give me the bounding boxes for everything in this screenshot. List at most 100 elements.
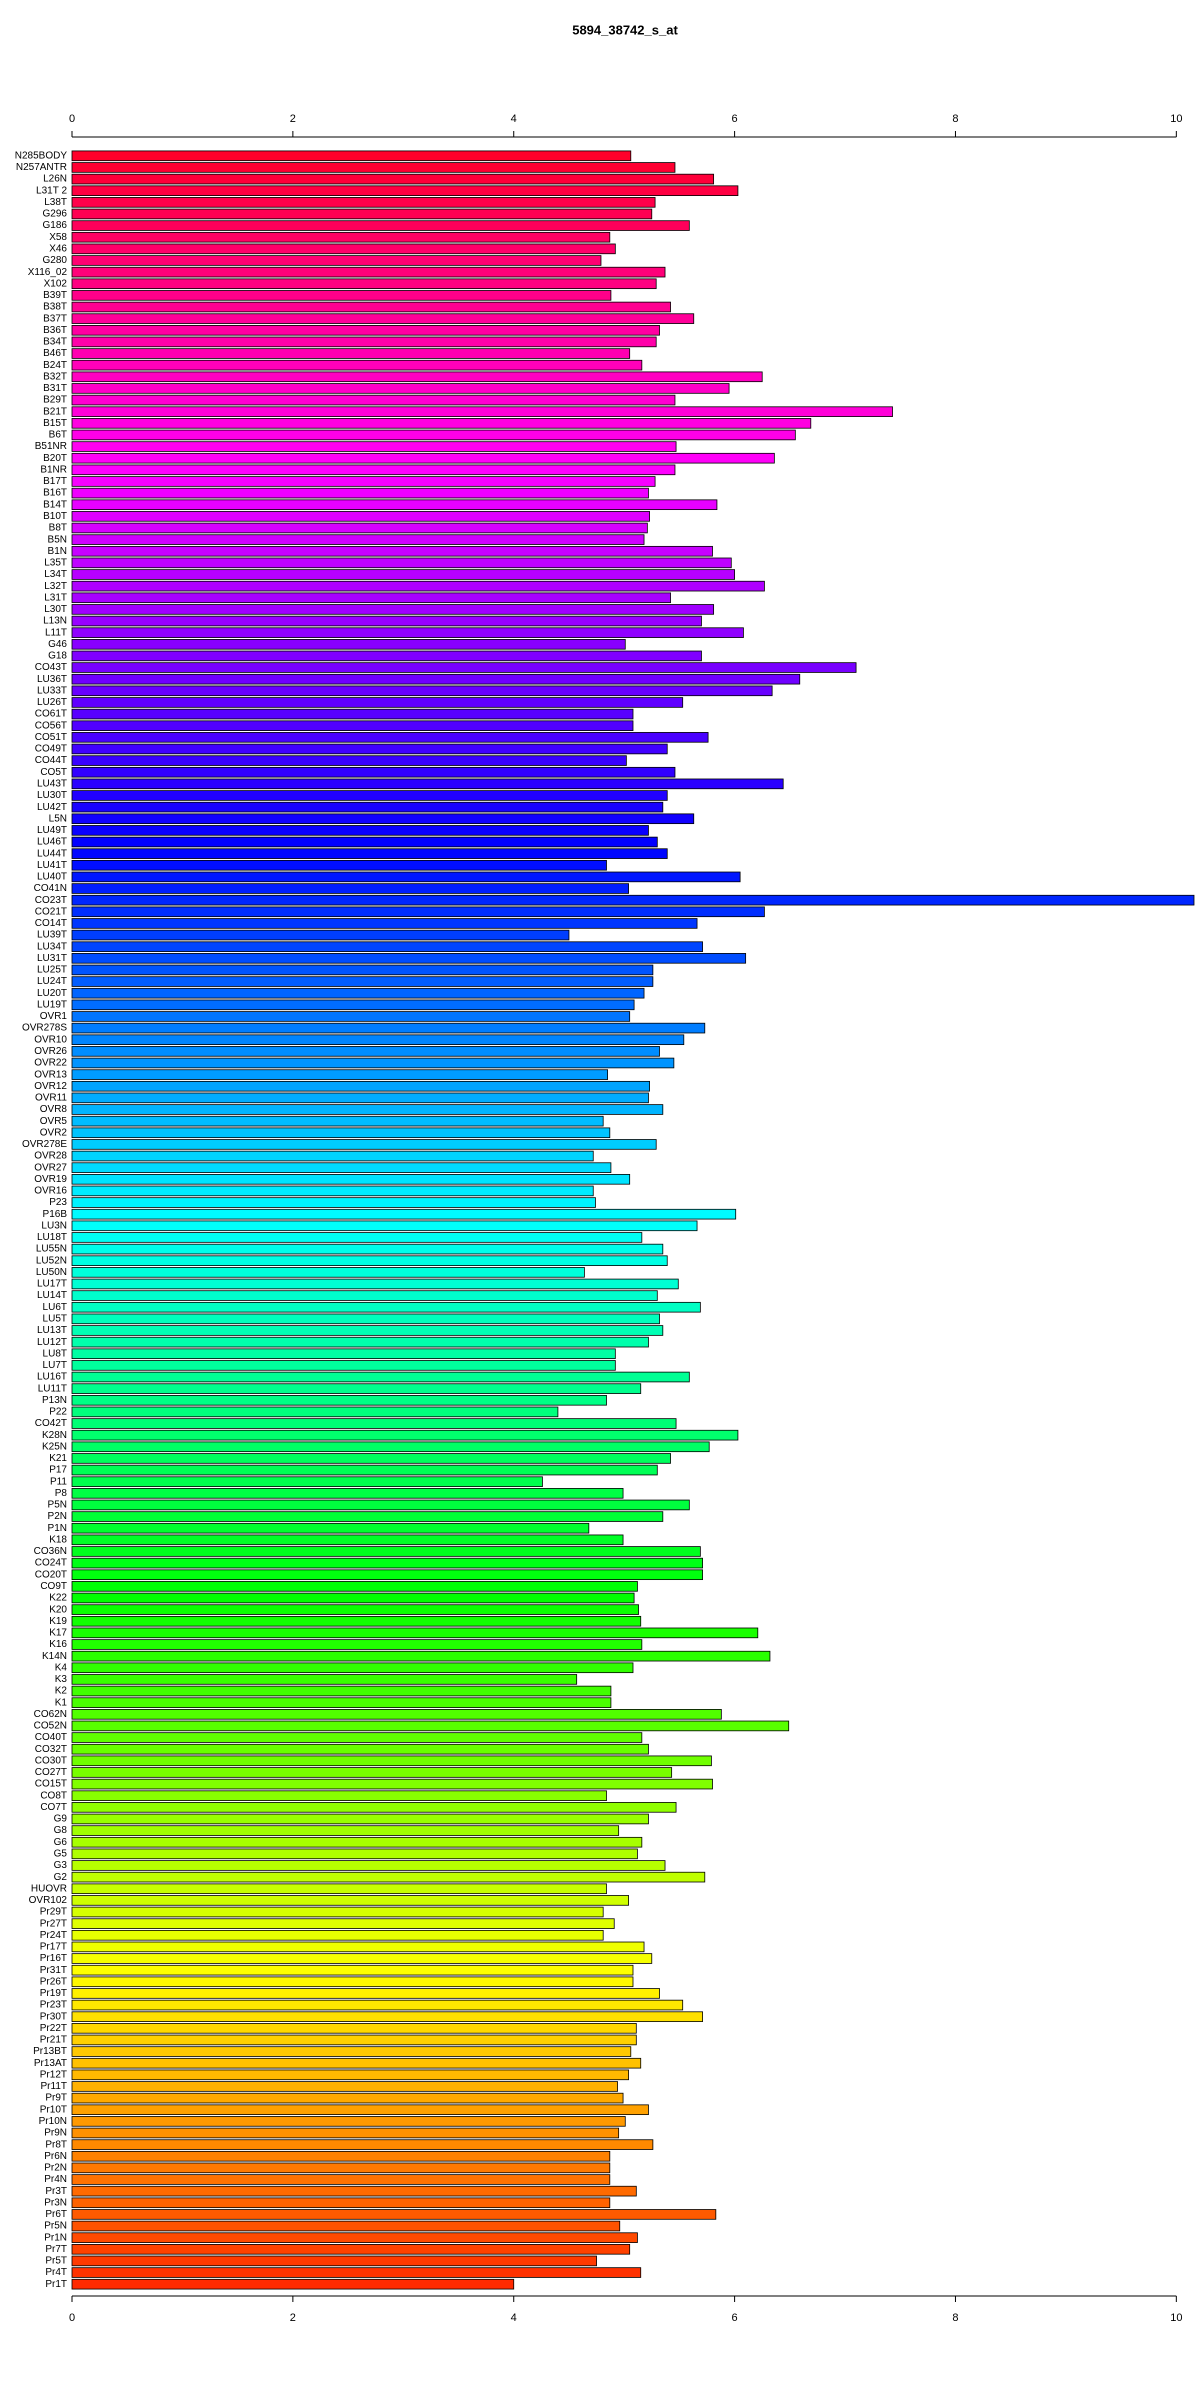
y-tick-label: Pr3N [44,2197,67,2208]
y-tick-label: CO7T [40,1802,67,1813]
y-tick-label: CO52N [34,1721,67,1732]
bar [71,569,735,580]
y-tick-label: B5N [48,534,67,545]
bar [71,929,570,941]
bar [71,383,730,394]
bar [71,534,645,545]
bar [71,1464,658,1476]
bar [71,476,656,487]
y-tick-label: Pr24T [40,1930,67,1941]
bar [71,1953,653,1964]
bar [71,976,654,987]
y-tick-label: B46T [43,348,67,359]
y-tick-label: OVR12 [34,1081,67,1092]
y-tick-label: B17T [43,476,67,487]
y-tick-label: B1N [48,546,67,557]
y-tick-label: CO42T [35,1418,67,1429]
y-tick-label: Pr5T [45,2256,67,2267]
y-tick-label: OVR2 [40,1127,68,1138]
bar [71,1906,604,1918]
bar [71,1755,712,1767]
bar [71,1220,698,1232]
y-tick-label: Pr6T [45,2209,67,2220]
y-tick-label: P5N [48,1500,67,1511]
y-tick-label: OVR11 [35,1093,67,1104]
bar [71,1743,649,1755]
y-tick-label: LU13T [37,1325,67,1336]
bar [71,1895,629,1906]
bar [71,1418,677,1429]
bar [71,1034,685,1046]
y-tick-label: OVR26 [34,1046,67,1057]
y-tick-label: OVR278E [22,1139,67,1150]
y-tick-label: L5N [49,813,67,824]
y-tick-label: LU12T [37,1337,67,1348]
bottom-tick-label: 0 [69,2312,75,2324]
y-tick-label: LU41T [37,860,67,871]
y-tick-label: LU39T [37,930,67,941]
bar [71,2174,611,2185]
y-tick-label: G3 [54,1860,68,1871]
y-tick-label: OVR10 [34,1034,67,1045]
bar [71,2127,620,2139]
bottom-tick-label: 4 [511,2312,517,2324]
y-tick-label: K20 [49,1604,67,1615]
y-tick-label: B24T [43,360,67,371]
y-tick-label: LU8T [43,1348,67,1359]
y-tick-label: CO14T [35,918,67,929]
bar [71,1080,650,1092]
y-tick-label: G2 [54,1872,68,1883]
bar [71,1732,643,1743]
y-tick-label: X58 [49,232,67,243]
y-tick-label: G8 [54,1825,68,1836]
y-tick-label: Pr2N [44,2163,67,2174]
y-tick-label: LU19T [37,999,67,1010]
bar [71,1185,594,1197]
y-tick-label: G46 [48,639,67,650]
y-tick-label: CO27T [35,1767,67,1778]
bar [71,1976,634,1988]
y-tick-label: P11 [50,1476,67,1487]
bar [71,1988,660,1999]
y-tick-label: L30T [44,604,67,615]
y-tick-label: Pr13BT [33,2046,67,2057]
y-tick-label: G6 [54,1837,68,1848]
bar [71,1720,790,1732]
bar [71,1092,649,1104]
y-tick-label: Pr9N [44,2128,67,2139]
bar [71,2081,618,2092]
bar [71,1348,616,1360]
bar [71,1639,643,1650]
bar [71,2092,624,2104]
y-tick-label: Pr31T [40,1965,67,1976]
bar [71,720,634,731]
bar [71,859,607,871]
y-tick-label: LU49T [37,825,67,836]
top-tick-label: 0 [69,113,75,125]
y-tick-label: CO49T [35,744,67,755]
y-tick-label: LU36T [37,674,67,685]
y-tick-label: P1N [48,1523,67,1534]
y-tick-label: Pr4N [44,2174,67,2185]
y-tick-label: OVR27 [34,1162,67,1173]
bar [71,394,676,406]
bar [71,2197,611,2209]
y-tick-label: CO56T [35,720,67,731]
y-tick-label: K18 [49,1534,67,1545]
bar [71,313,695,324]
bar [71,487,649,499]
y-tick-label: K3 [55,1674,68,1685]
y-tick-label: K19 [49,1616,67,1627]
bar [71,1371,690,1383]
y-tick-label: LU43T [37,778,67,789]
y-tick-label: Pr19T [40,1988,67,1999]
bar [71,1383,642,1394]
y-tick-label: OVR102 [29,1895,68,1906]
bar [71,1290,658,1301]
y-tick-label: LU20T [37,988,67,999]
y-tick-label: P2N [48,1511,67,1522]
y-tick-label: K25N [42,1441,67,1452]
bar [71,673,801,685]
bar [71,2034,637,2046]
y-tick-label: G9 [54,1814,68,1825]
